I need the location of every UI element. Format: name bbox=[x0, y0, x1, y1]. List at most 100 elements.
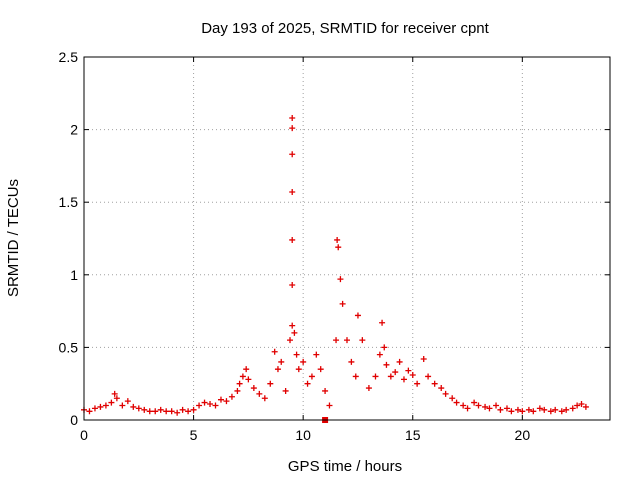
data-point bbox=[514, 406, 521, 413]
data-point bbox=[313, 351, 320, 358]
data-point bbox=[282, 387, 289, 394]
data-point bbox=[547, 408, 554, 415]
x-tick-label: 15 bbox=[405, 427, 421, 443]
data-point bbox=[486, 405, 493, 412]
y-axis-label: SRMTID / TECUs bbox=[5, 179, 22, 297]
data-point bbox=[508, 408, 515, 415]
y-tick-label: 0 bbox=[70, 412, 78, 428]
chart-title: Day 193 of 2025, SRMTID for receiver cpn… bbox=[201, 20, 489, 37]
data-point bbox=[291, 329, 298, 336]
data-point bbox=[289, 236, 296, 243]
data-point bbox=[228, 393, 235, 400]
data-point bbox=[141, 406, 148, 413]
data-point bbox=[372, 373, 379, 380]
data-point bbox=[376, 351, 383, 358]
y-tick-label: 1.5 bbox=[59, 194, 79, 210]
data-point bbox=[261, 395, 268, 402]
plot-frame bbox=[83, 56, 611, 421]
data-point bbox=[212, 402, 219, 409]
data-point bbox=[174, 409, 181, 416]
data-point bbox=[130, 403, 137, 410]
data-point bbox=[113, 395, 120, 402]
data-point bbox=[295, 366, 302, 373]
data-point bbox=[289, 322, 296, 329]
data-point bbox=[293, 351, 300, 358]
data-point bbox=[245, 376, 252, 383]
x-tick-label: 5 bbox=[190, 427, 198, 443]
data-point bbox=[405, 367, 412, 374]
data-point bbox=[425, 373, 432, 380]
data-point bbox=[271, 348, 278, 355]
data-point bbox=[86, 408, 93, 415]
data-point bbox=[97, 403, 104, 410]
data-point bbox=[190, 406, 197, 413]
data-point bbox=[337, 276, 344, 283]
x-tick-label: 0 bbox=[80, 427, 88, 443]
data-point bbox=[234, 387, 241, 394]
x-tick-label: 10 bbox=[295, 427, 311, 443]
data-point bbox=[91, 405, 98, 412]
data-point bbox=[322, 387, 329, 394]
data-point bbox=[558, 408, 565, 415]
data-point bbox=[578, 401, 585, 408]
data-point bbox=[582, 403, 589, 410]
data-point bbox=[365, 385, 372, 392]
data-point bbox=[124, 398, 131, 405]
data-point bbox=[289, 125, 296, 132]
x-axis-label: GPS time / hours bbox=[288, 458, 402, 475]
data-point bbox=[482, 403, 489, 410]
data-point bbox=[179, 406, 186, 413]
data-point bbox=[497, 406, 504, 413]
data-point bbox=[381, 344, 388, 351]
data-point bbox=[300, 358, 307, 365]
data-point bbox=[308, 373, 315, 380]
data-point bbox=[152, 408, 159, 415]
data-point bbox=[409, 371, 416, 378]
data-point bbox=[168, 408, 175, 415]
y-tick-label: 1 bbox=[70, 267, 78, 283]
data-point bbox=[157, 406, 164, 413]
data-point bbox=[256, 390, 263, 397]
data-point bbox=[383, 361, 390, 368]
data-point bbox=[431, 380, 438, 387]
data-point bbox=[217, 396, 224, 403]
data-point bbox=[135, 405, 142, 412]
data-point bbox=[493, 402, 500, 409]
data-point bbox=[304, 380, 311, 387]
data-point bbox=[471, 399, 478, 406]
data-point bbox=[108, 399, 115, 406]
data-point bbox=[414, 380, 421, 387]
data-point bbox=[207, 401, 214, 408]
data-point bbox=[239, 373, 246, 380]
data-point bbox=[392, 369, 399, 376]
data-point bbox=[541, 406, 548, 413]
data-point bbox=[420, 356, 427, 363]
axis-ticks: 0 5 10 15 20 0 0.5 1 1.5 2 2.5 bbox=[59, 49, 610, 443]
data-point bbox=[344, 337, 350, 344]
data-point bbox=[574, 402, 581, 409]
y-tick-label: 0.5 bbox=[59, 339, 79, 355]
data-point bbox=[111, 390, 118, 397]
data-point bbox=[519, 408, 526, 415]
data-point bbox=[333, 337, 340, 344]
data-point bbox=[196, 402, 203, 409]
data-points bbox=[81, 114, 589, 423]
data-point bbox=[185, 408, 192, 415]
data-point bbox=[278, 358, 285, 365]
y-tick-label: 2 bbox=[70, 122, 78, 138]
data-point bbox=[442, 390, 449, 397]
data-point bbox=[396, 358, 403, 365]
data-point bbox=[359, 337, 366, 344]
data-point bbox=[267, 380, 274, 387]
y-tick-label: 2.5 bbox=[59, 49, 79, 65]
data-point bbox=[530, 408, 537, 415]
data-point bbox=[274, 366, 281, 373]
data-point bbox=[287, 337, 294, 344]
data-point bbox=[552, 406, 559, 413]
data-point bbox=[250, 385, 257, 392]
data-point bbox=[334, 236, 341, 243]
data-point bbox=[449, 395, 456, 402]
data-point bbox=[102, 402, 109, 409]
data-point bbox=[460, 402, 467, 409]
